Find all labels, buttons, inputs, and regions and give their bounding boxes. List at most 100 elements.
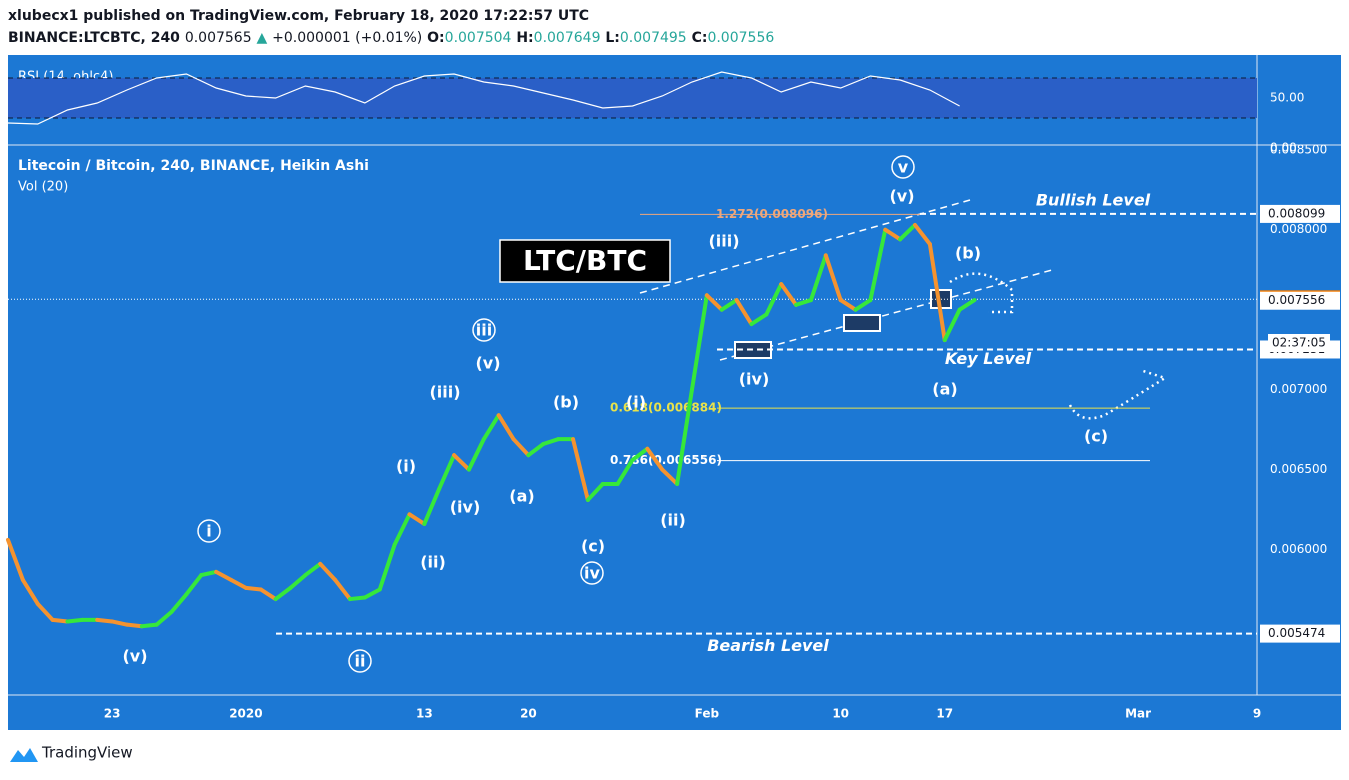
wave-circle: [891, 155, 915, 179]
symbol: BINANCE:LTCBTC, 240: [8, 30, 180, 46]
wave-label: (v): [475, 354, 500, 373]
price-segment: [362, 587, 382, 600]
wave-circle: [197, 519, 221, 543]
price-segment: [585, 481, 605, 502]
price-segment: [184, 573, 204, 597]
price-segment: [719, 298, 739, 312]
channel-line: [639, 199, 971, 294]
wave-label: iv: [584, 564, 600, 583]
wave-label: (i): [626, 393, 646, 412]
wave-label: (iv): [739, 370, 770, 389]
countdown: 02:37:05: [1272, 336, 1326, 350]
level-label: Bearish Level: [707, 636, 829, 655]
y-tick-label: 0.006000: [1270, 542, 1327, 556]
wave-label: (iii): [708, 232, 739, 251]
wave-label: (b): [955, 244, 981, 263]
countdown-box: [1268, 334, 1330, 352]
price-segment: [139, 622, 159, 629]
badge: LTC/BTC: [523, 244, 647, 277]
price-segment: [734, 298, 754, 327]
price-segment: [392, 512, 412, 547]
wave-label: (v): [122, 647, 147, 666]
price-tag-box: [1260, 624, 1340, 643]
price-segment: [942, 307, 962, 343]
price-segment: [452, 453, 471, 472]
price-segment: [95, 617, 115, 624]
change: +0.000001 (+0.01%): [272, 30, 422, 46]
wave-label: (iii): [429, 383, 460, 402]
wave-label: i: [206, 522, 211, 541]
price-segment: [883, 227, 903, 242]
chart-title: Litecoin / Bitcoin, 240, BINANCE, Heikin…: [18, 158, 369, 174]
ohlc-value: 0.007556: [707, 30, 774, 46]
price-segment: [347, 595, 367, 602]
ohlc-value: 0.007649: [534, 30, 601, 46]
wave-label: (v): [889, 187, 914, 206]
price-segment: [853, 298, 873, 312]
price-segment: [169, 592, 189, 614]
x-tick-label: 13: [416, 707, 433, 721]
ohlc-value: 0.007504: [445, 30, 512, 46]
price-segment: [526, 441, 546, 458]
ohlc-label: L:: [605, 30, 620, 46]
price-segment: [65, 617, 85, 624]
x-tick-label: 20: [520, 707, 537, 721]
x-tick-label: 10: [832, 707, 849, 721]
price-segment: [779, 282, 799, 307]
footer-logo: [10, 748, 38, 762]
price-segment: [496, 413, 516, 442]
price-segment: [913, 222, 932, 247]
logo: [10, 748, 38, 762]
wave-circle: [580, 561, 604, 585]
price-segment: [957, 298, 977, 312]
x-tick-label: Mar: [1125, 707, 1151, 721]
wave-label: iii: [476, 321, 492, 340]
rsi-tick-label: 0.00: [1270, 141, 1297, 155]
price-segment: [898, 222, 918, 242]
price-segment: [868, 227, 888, 303]
price-segment: [199, 569, 219, 578]
wave-label: (a): [932, 380, 957, 399]
price-segment: [764, 282, 784, 317]
price-segment: [675, 387, 694, 486]
price-segment: [927, 242, 947, 343]
ohlc-value: 0.007495: [620, 30, 687, 46]
price-segment: [273, 585, 293, 602]
quote-line: BINANCE:LTCBTC, 240 0.007565 ▲ +0.000001…: [8, 30, 774, 46]
wave-label: v: [898, 158, 909, 177]
price-segment: [333, 577, 352, 602]
wave-label: (ii): [420, 553, 446, 572]
price-segment: [35, 601, 55, 622]
price-segment: [749, 312, 769, 327]
price-segment: [838, 298, 858, 312]
wave-label: (b): [553, 393, 579, 412]
chart-bg: [8, 55, 1341, 730]
last: 0.007565: [185, 30, 252, 46]
price-segment: [808, 253, 828, 303]
price-segment: [124, 622, 144, 629]
wave-circle: [348, 649, 372, 673]
publisher: xlubecx1 published on TradingView.com, F…: [8, 8, 589, 24]
price-segment: [214, 569, 234, 582]
price-segment: [110, 619, 129, 627]
wave-circle: [472, 318, 496, 342]
wave-label: ii: [355, 652, 366, 671]
price-segment: [660, 467, 680, 486]
price-segment: [615, 457, 635, 486]
price-segment: [630, 446, 650, 462]
projection: [1068, 368, 1168, 420]
price-segment: [511, 437, 531, 458]
price-tag: 0.007556: [1268, 293, 1325, 307]
price-segment: [318, 561, 338, 582]
x-tick-label: 23: [104, 707, 121, 721]
price-segment: [645, 446, 665, 472]
price-tag: 0.008099: [1268, 206, 1325, 220]
fib-label: 0.618(0.006884): [610, 401, 722, 415]
wave-label: (a): [509, 487, 534, 506]
rsi-tick-label: 50.00: [1270, 91, 1304, 105]
price-segment: [20, 577, 40, 606]
badge-box: [499, 239, 671, 283]
price-segment: [541, 437, 561, 446]
level-label: Key Level: [945, 349, 1032, 368]
